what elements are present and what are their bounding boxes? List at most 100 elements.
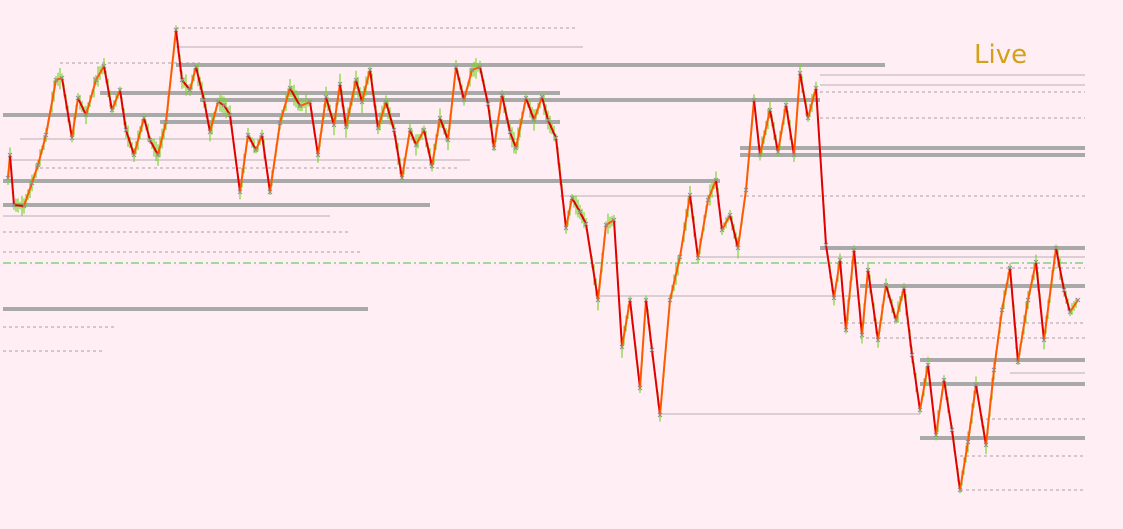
pivot-marker — [949, 427, 955, 433]
pivot-marker-stroke — [59, 75, 65, 81]
pivot-marker-stroke — [925, 362, 931, 368]
pivot-marker — [813, 85, 819, 91]
pivot-marker — [429, 163, 435, 169]
pivot-marker-stroke — [965, 439, 971, 445]
zigzag-segment — [299, 101, 311, 107]
zigzag-segment — [845, 249, 855, 331]
pivot-marker — [917, 407, 923, 413]
zigzag-segment — [355, 79, 363, 103]
pivot-marker-stroke — [323, 94, 329, 100]
pivot-marker — [343, 124, 349, 130]
pivot-marker-stroke — [667, 297, 673, 303]
zigzag-segment — [777, 104, 787, 153]
pivot-marker-stroke — [421, 127, 427, 133]
pivot-marker — [253, 147, 259, 153]
pivot-marker — [577, 209, 583, 215]
zigzag-segment — [195, 66, 205, 101]
zigzag-segment — [209, 101, 219, 133]
pivot-marker — [705, 197, 711, 203]
zigzag-segment — [565, 197, 573, 229]
pivot-marker — [751, 97, 757, 103]
pivot-marker — [925, 362, 931, 368]
pivot-marker-stroke — [399, 175, 405, 181]
pivot-marker — [297, 103, 303, 109]
zigzag-segment — [935, 379, 945, 436]
zigzag-segment — [585, 223, 599, 301]
pivot-marker-stroke — [407, 127, 413, 133]
pivot-marker-stroke — [163, 119, 169, 125]
pivot-marker — [1025, 297, 1031, 303]
pivot-marker — [237, 189, 243, 195]
pivot-marker-stroke — [207, 129, 213, 135]
pivot-marker-stroke — [643, 297, 649, 303]
pivot-marker — [315, 152, 321, 158]
zigzag-segment — [157, 121, 167, 156]
pivot-marker-stroke — [545, 117, 551, 123]
zigzag-layer — [7, 29, 1079, 491]
levels-layer — [3, 27, 1085, 491]
pivot-marker — [991, 367, 997, 373]
zigzag-segment — [175, 29, 183, 81]
pivot-marker — [667, 297, 673, 303]
pivot-marker-stroke — [173, 27, 179, 33]
zigzag-segment — [1017, 299, 1029, 363]
pivot-marker-stroke — [491, 145, 497, 151]
pivot-marker — [831, 295, 837, 301]
pivot-marker — [21, 203, 27, 209]
pivot-marker-stroke — [35, 162, 41, 168]
pivot-marker-stroke — [649, 347, 655, 353]
pivot-marker — [901, 285, 907, 291]
zigzag-segment — [533, 96, 543, 121]
zigzag-segment — [111, 89, 121, 111]
pivot-marker-stroke — [69, 135, 75, 141]
pivot-marker — [227, 112, 233, 118]
pivot-marker-stroke — [461, 97, 467, 103]
zigzag-segment — [967, 384, 977, 443]
zigzag-segment — [729, 214, 739, 249]
pivot-marker — [933, 432, 939, 438]
zigzag-segment — [669, 256, 681, 301]
pivot-marker-stroke — [531, 117, 537, 123]
zigzag-segment — [1055, 247, 1065, 291]
zigzag-segment — [189, 66, 197, 91]
pivot-marker-stroke — [917, 407, 923, 413]
zigzag-segment — [903, 287, 913, 356]
zigzag-segment — [985, 369, 995, 446]
pivot-marker-stroke — [359, 99, 365, 105]
pivot-marker — [453, 64, 459, 70]
pivot-marker-stroke — [539, 94, 545, 100]
zigzag-segment — [993, 309, 1003, 371]
zigzag-segment — [853, 249, 863, 336]
zigzag-segment — [689, 194, 699, 259]
zigzag-segment — [1063, 289, 1071, 313]
pivot-marker — [277, 120, 283, 126]
pivot-marker — [163, 119, 169, 125]
pivot-marker-stroke — [29, 180, 35, 186]
pivot-marker-stroke — [215, 99, 221, 105]
pivot-marker-stroke — [109, 107, 115, 113]
pivot-marker-stroke — [101, 63, 107, 69]
pivot-marker-stroke — [331, 122, 337, 128]
pivot-marker-stroke — [843, 327, 849, 333]
pivot-marker-stroke — [93, 77, 99, 83]
pivot-marker-stroke — [287, 85, 293, 91]
zigzag-segment — [393, 129, 403, 179]
pivot-marker-stroke — [933, 432, 939, 438]
pivot-marker — [383, 99, 389, 105]
zigzag-segment — [753, 99, 761, 156]
pivot-marker — [193, 64, 199, 70]
pivot-marker-stroke — [445, 137, 451, 143]
pivot-marker-stroke — [687, 192, 693, 198]
zigzag-segment — [959, 441, 969, 491]
zigzag-segment — [13, 204, 25, 207]
pivot-marker — [337, 81, 343, 87]
zigzag-segment — [707, 179, 717, 201]
zigzag-segment — [1043, 247, 1057, 341]
pivot-marker — [507, 129, 513, 135]
zigzag-segment — [333, 83, 341, 126]
pivot-marker — [1053, 245, 1059, 251]
zigzag-segment — [309, 101, 319, 156]
pivot-marker-stroke — [75, 95, 81, 101]
zigzag-segment — [525, 97, 535, 121]
pivot-marker-stroke — [1061, 287, 1067, 293]
